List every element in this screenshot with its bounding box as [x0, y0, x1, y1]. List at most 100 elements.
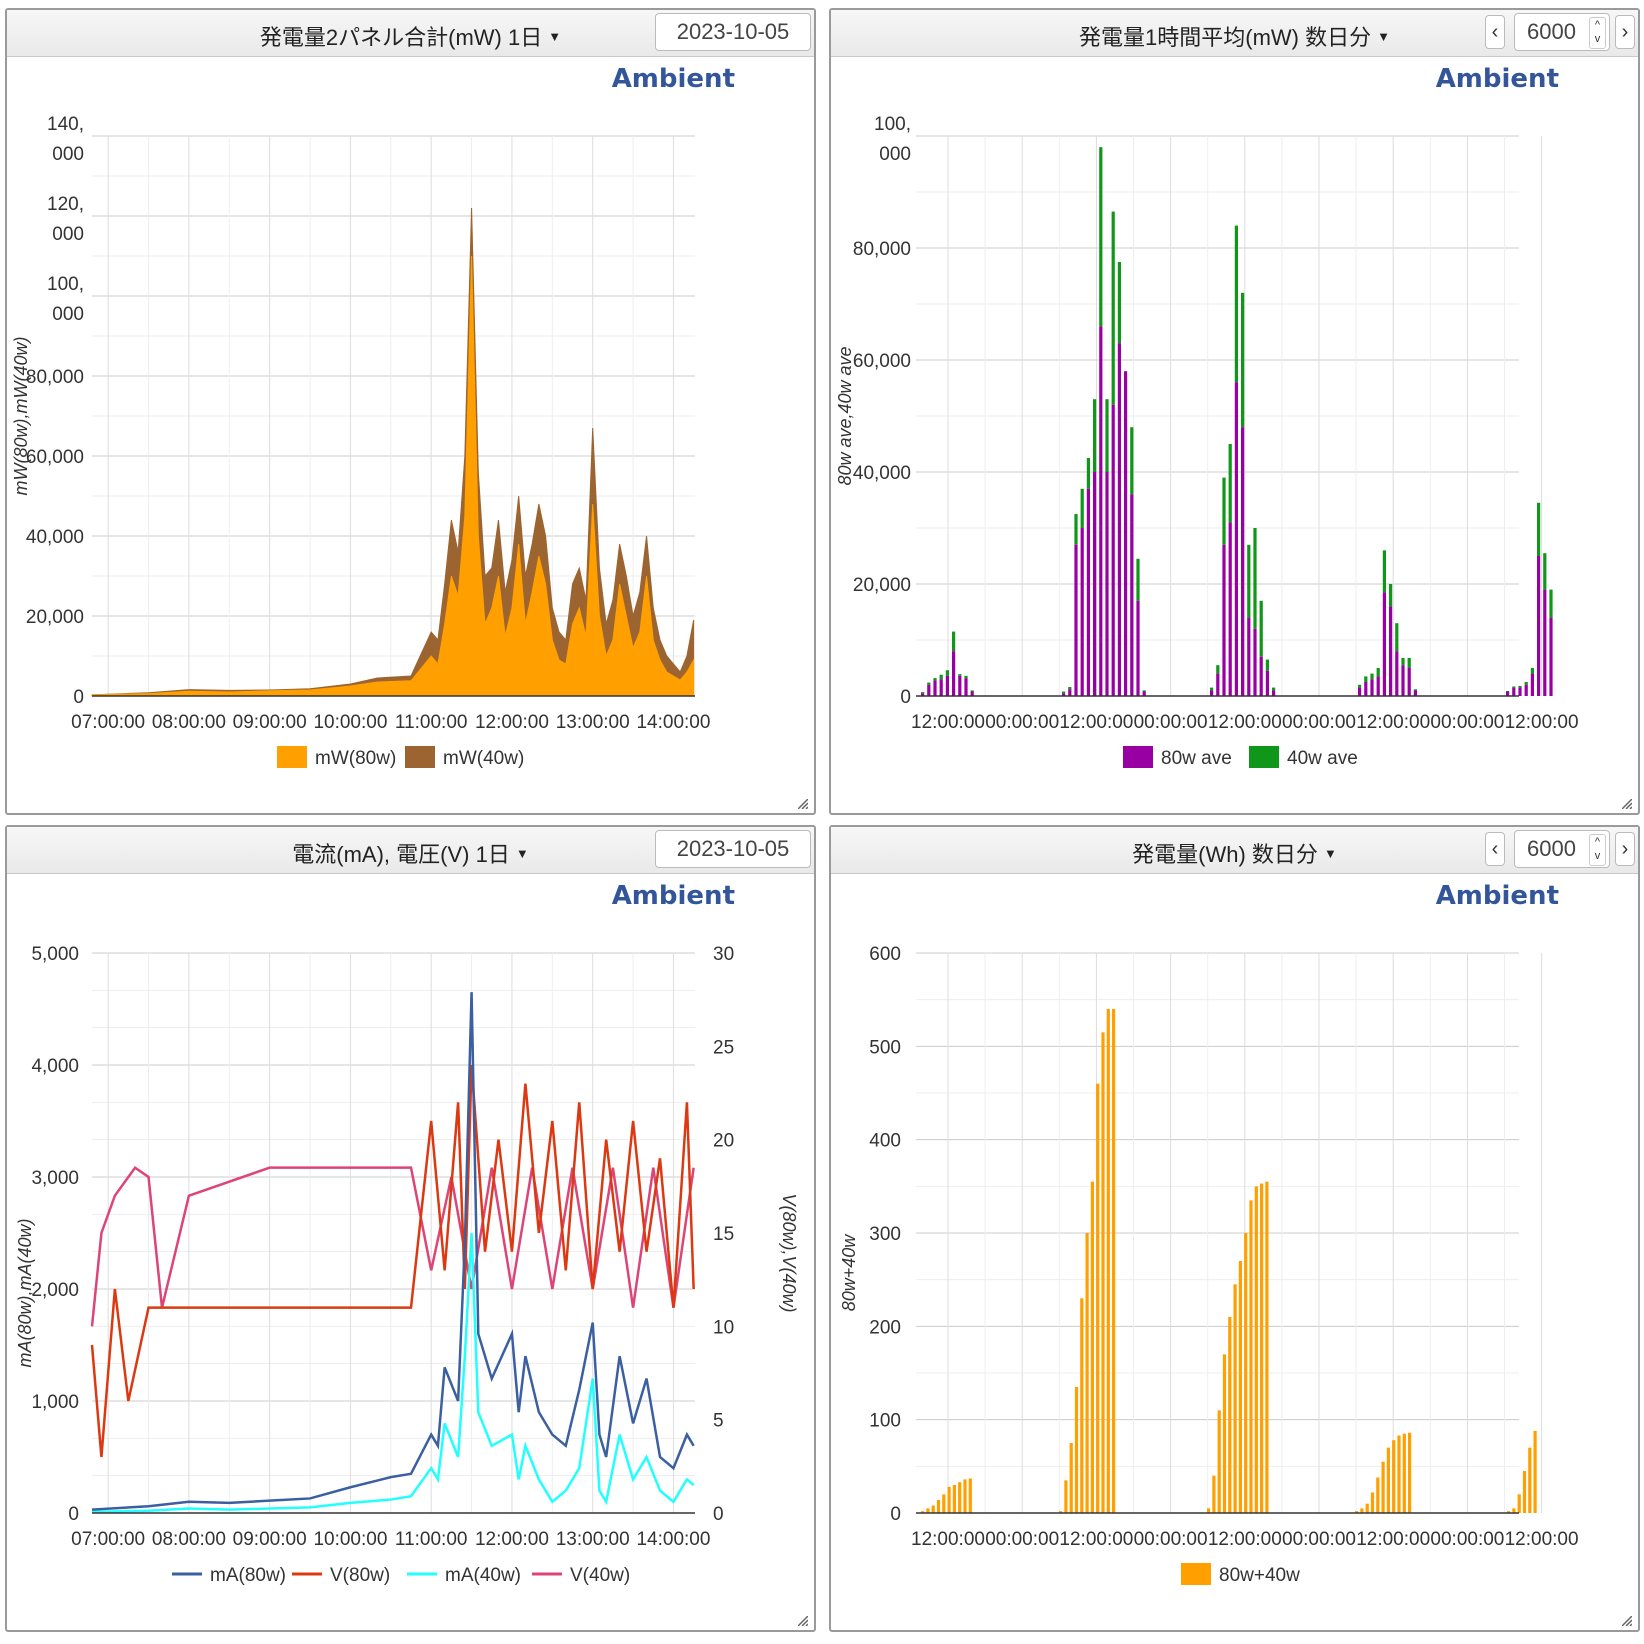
bar-wh	[1370, 1492, 1375, 1513]
resize-handle-icon[interactable]	[798, 799, 808, 809]
bar-40w	[1376, 668, 1380, 677]
resize-handle-icon[interactable]	[1622, 799, 1632, 809]
bar-wh	[921, 1511, 925, 1513]
prev-button[interactable]: ‹	[1485, 15, 1505, 49]
bar-80w	[1358, 687, 1362, 696]
bar-40w	[1512, 686, 1516, 688]
x-tick-label: 00:00:00	[1282, 1529, 1356, 1550]
y-tick-label: 1,000	[31, 1392, 79, 1413]
bar-wh	[963, 1479, 967, 1513]
x-tick-label: 08:00:00	[152, 1529, 226, 1550]
bar-80w	[1530, 673, 1534, 696]
panel-header: 発電量1時間平均(mW) 数日分 ▼ ‹ 6000 ^ v ›	[831, 10, 1638, 57]
y-axis-label: mW(80w),mW(40w)	[11, 337, 31, 496]
bar-80w	[1093, 472, 1097, 696]
next-button[interactable]: ›	[1615, 832, 1635, 866]
caret-down-icon: ▼	[515, 846, 529, 861]
prev-button[interactable]: ‹	[1485, 832, 1505, 866]
legend-label: mW(40w)	[443, 748, 524, 769]
bar-80w	[933, 680, 937, 696]
x-tick-label: 08:00:00	[152, 712, 226, 733]
legend-label: V(40w)	[570, 1565, 630, 1586]
resize-handle-icon[interactable]	[1622, 1616, 1632, 1626]
bar-wh	[931, 1505, 935, 1513]
brand-label: Ambient	[1436, 64, 1559, 94]
y2-tick-label: 30	[713, 944, 734, 965]
chart-title-dropdown[interactable]: 発電量(Wh) 数日分 ▼	[831, 837, 1638, 869]
legend-label: mW(80w)	[315, 748, 396, 769]
y-tick-label: 20,000	[853, 575, 911, 596]
y-tick-label: 40,000	[853, 463, 911, 484]
y-tick-label: 300	[869, 1224, 901, 1245]
chart-title-dropdown[interactable]: 発電量1時間平均(mW) 数日分 ▼	[831, 20, 1638, 52]
y2-tick-label: 10	[713, 1317, 734, 1338]
caret-down-icon: ▼	[548, 29, 562, 44]
y-tick-label: 2,000	[31, 1280, 79, 1301]
bar-wh	[1360, 1508, 1364, 1513]
bar-80w	[1518, 687, 1522, 696]
bar-wh	[1254, 1186, 1258, 1513]
x-tick-label: 00:00:00	[1282, 712, 1356, 733]
count-input[interactable]: 6000 ^ v	[1514, 13, 1610, 51]
bar-wh	[936, 1499, 941, 1513]
bar-wh	[1365, 1503, 1369, 1513]
bar-80w	[1407, 668, 1411, 696]
bar-wh	[1085, 1233, 1089, 1513]
bar-80w	[1247, 617, 1251, 696]
y2-tick-label: 25	[713, 1037, 734, 1058]
panel-hourly-average: 発電量1時間平均(mW) 数日分 ▼ ‹ 6000 ^ v › Ambient 0 20,…	[829, 8, 1640, 815]
date-input[interactable]: 2023-10-05	[655, 830, 811, 868]
bar-wh	[958, 1482, 962, 1513]
bar-80w	[1537, 556, 1541, 696]
bar-40w	[921, 692, 925, 694]
series-line-0	[91, 992, 695, 1511]
bar-40w	[1216, 665, 1220, 674]
bar-wh	[952, 1485, 956, 1513]
bar-wh	[1059, 1511, 1063, 1513]
y-tick-label: 400	[869, 1131, 901, 1152]
bar-40w	[1530, 668, 1534, 674]
legend-swatch	[1123, 746, 1153, 768]
bar-80w	[1068, 689, 1072, 696]
y-tick-label: 600	[869, 944, 901, 965]
spinner-icon[interactable]: ^ v	[1589, 17, 1606, 49]
chart-title-dropdown[interactable]: 電流(mA), 電圧(V) 1日 ▼	[7, 837, 814, 869]
bar-80w	[1543, 589, 1547, 696]
y-tick-label: 0	[890, 1504, 901, 1525]
chart-title-dropdown[interactable]: 発電量2パネル合計(mW) 1日 ▼	[7, 20, 814, 52]
date-input[interactable]: 2023-10-05	[655, 13, 811, 51]
bar-40w	[927, 682, 931, 685]
caret-down-icon: ▼	[1377, 29, 1390, 44]
count-input[interactable]: 6000 ^ v	[1514, 830, 1610, 868]
bar-wh	[1222, 1354, 1227, 1513]
bar-80w	[1099, 326, 1103, 696]
resize-handle-icon[interactable]	[798, 1616, 808, 1626]
x-tick-label: 12:00:00	[1505, 1529, 1579, 1550]
y-tick-label: 000	[52, 144, 84, 165]
y2-axis-label: V(80w),V(40w)	[779, 1193, 799, 1312]
caret-down-icon: ▼	[1323, 846, 1337, 861]
series-area-0	[91, 255, 695, 697]
legend-label: mA(40w)	[445, 1565, 521, 1586]
chart-power-total: Ambient 0 20,000 40,000 60,000 80,000 100, 000 1…	[11, 64, 735, 769]
spinner-icon[interactable]: ^ v	[1589, 834, 1606, 866]
bar-40w	[1074, 514, 1078, 545]
bar-40w	[1247, 544, 1251, 618]
bar-wh	[1212, 1475, 1216, 1513]
next-button[interactable]: ›	[1615, 15, 1635, 49]
y-tick-label: 000	[879, 144, 911, 165]
bar-80w	[1142, 691, 1146, 696]
bar-80w	[1216, 673, 1220, 696]
y-tick-label: 000	[52, 304, 84, 325]
x-tick-label: 07:00:00	[71, 1529, 145, 1550]
bar-wh	[1112, 1009, 1116, 1513]
bar-wh	[942, 1494, 946, 1513]
bar-40w	[1537, 502, 1541, 556]
bar-40w	[1068, 687, 1072, 690]
bar-40w	[1358, 684, 1362, 688]
bar-80w	[1136, 600, 1140, 696]
bar-40w	[1241, 292, 1245, 428]
bar-80w	[1549, 617, 1553, 696]
bar-80w	[1524, 684, 1528, 696]
bar-40w	[1389, 584, 1393, 607]
